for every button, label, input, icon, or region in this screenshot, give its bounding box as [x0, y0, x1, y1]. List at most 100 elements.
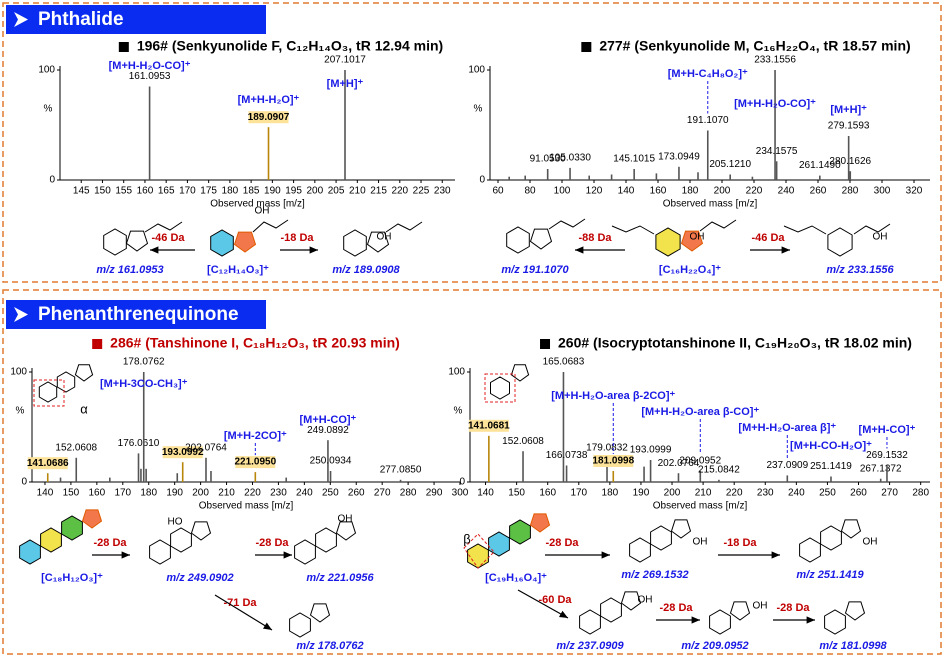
- peak: [569, 167, 571, 180]
- x-tick-label: 210: [695, 488, 712, 499]
- x-tick-label: 200: [192, 488, 209, 499]
- y-tick-label: 0: [479, 175, 485, 186]
- peak-label: 202.0764: [185, 442, 227, 453]
- peak: [148, 86, 151, 180]
- peak: [145, 468, 147, 482]
- chart-title: 196# (Senkyunolide F, C₁₂H₁₄O₃, tR 12.94…: [137, 38, 443, 54]
- peak: [706, 130, 709, 180]
- fragment-mz: m/z 251.1419: [796, 569, 864, 581]
- ring: [190, 521, 212, 541]
- ring: [488, 531, 510, 557]
- fragment-mz: m/z 191.1070: [501, 264, 569, 276]
- peak-label: 178.0762: [123, 357, 165, 368]
- ring: [56, 371, 76, 393]
- x-tick-label: 200: [714, 186, 731, 197]
- chart-title: 260# (Isocryptotanshinone II, C₁₉H₂₀O₃, …: [558, 335, 912, 351]
- peak-label: 202.0764: [658, 458, 700, 469]
- annotation: [M+H-3CO-CH₃]⁺: [100, 378, 188, 390]
- peak-label: 141.0686: [27, 458, 69, 469]
- y-tick-label: 100: [38, 65, 55, 76]
- peak-label: 215.0842: [698, 464, 740, 475]
- x-tick-label: 300: [874, 186, 891, 197]
- peak-label-highlight: [235, 456, 276, 469]
- ring: [233, 231, 257, 253]
- ring: [820, 525, 842, 551]
- section-frame: [2, 2, 942, 283]
- x-tick-label: 190: [264, 186, 281, 197]
- bond: [699, 219, 737, 232]
- ring: [19, 539, 41, 565]
- peak: [267, 127, 270, 180]
- peak-label: 251.1419: [810, 461, 852, 472]
- peak-label: 161.0953: [129, 71, 171, 82]
- bond: [853, 223, 891, 235]
- bond: [144, 221, 183, 233]
- ring: [840, 519, 862, 539]
- ring: [529, 513, 551, 533]
- peak: [678, 166, 680, 180]
- peak: [655, 173, 658, 180]
- peak: [176, 473, 179, 482]
- x-tick-label: 195: [285, 186, 302, 197]
- peak: [59, 477, 62, 482]
- ring: [289, 612, 311, 638]
- x-tick-label: 150: [94, 186, 111, 197]
- peak: [830, 476, 832, 482]
- x-tick-label: 250: [819, 488, 836, 499]
- peak: [109, 477, 111, 482]
- peak-label-highlight: [248, 111, 289, 124]
- title-marker: [118, 42, 129, 52]
- ring: [309, 603, 331, 623]
- x-axis-label: Observed mass [m/z]: [663, 199, 758, 210]
- peak: [819, 175, 821, 180]
- ring: [74, 364, 94, 382]
- y-tick-label: 100: [468, 65, 485, 76]
- peak-label: 152.0608: [55, 442, 97, 453]
- x-tick-label: 210: [349, 186, 366, 197]
- peak: [697, 172, 699, 180]
- mass-loss: -28 Da: [255, 537, 289, 549]
- x-tick-label: 290: [426, 488, 443, 499]
- x-tick-label: 220: [391, 186, 408, 197]
- ring: [620, 591, 642, 611]
- x-tick-label: 240: [788, 488, 805, 499]
- x-tick-label: 155: [115, 186, 132, 197]
- title-marker: [92, 339, 103, 349]
- ring: [579, 609, 601, 635]
- x-tick-label: 140: [37, 488, 54, 499]
- peak-label: 205.1210: [709, 159, 751, 170]
- mass-loss: -46 Da: [751, 232, 785, 244]
- peak: [205, 457, 207, 482]
- peak: [546, 169, 549, 180]
- section-title: Phthalide: [38, 9, 124, 30]
- peak: [633, 169, 635, 180]
- fragment-mz: m/z 221.0956: [306, 572, 374, 584]
- x-tick-label: 260: [348, 488, 365, 499]
- x-tick-label: 210: [218, 488, 235, 499]
- annotation: [M+H-2CO]⁺: [224, 430, 287, 442]
- peak-label: 279.1593: [828, 121, 870, 132]
- ring: [680, 230, 704, 252]
- section-frame: [2, 289, 942, 655]
- peak: [181, 462, 184, 482]
- precursor-formula: [C₁₆H₂₂O₄]⁺: [659, 264, 721, 276]
- fragment-mz: m/z 209.0952: [681, 640, 748, 652]
- x-tick-label: 150: [63, 488, 80, 499]
- y-tick-label: 100: [448, 367, 465, 378]
- peak-label: 191.1070: [687, 115, 729, 126]
- peak: [606, 457, 608, 482]
- fragment-mz: m/z 178.0762: [296, 640, 363, 652]
- peak-label: 267.1372: [860, 463, 902, 474]
- peak: [729, 174, 731, 180]
- peak-label: 189.0907: [248, 112, 290, 123]
- y-tick-label: 100: [10, 367, 27, 378]
- annotation: [M+H-CO]⁺: [859, 424, 916, 436]
- x-tick-label: 270: [374, 488, 391, 499]
- ring: [103, 228, 127, 256]
- annotation: [M+H-H₂O-CO]⁺: [109, 60, 191, 72]
- peak-label: 173.0949: [658, 151, 700, 162]
- x-tick-label: 180: [140, 488, 157, 499]
- x-axis-label: Observed mass [m/z]: [653, 501, 748, 512]
- peak-label: 209.0952: [679, 456, 721, 467]
